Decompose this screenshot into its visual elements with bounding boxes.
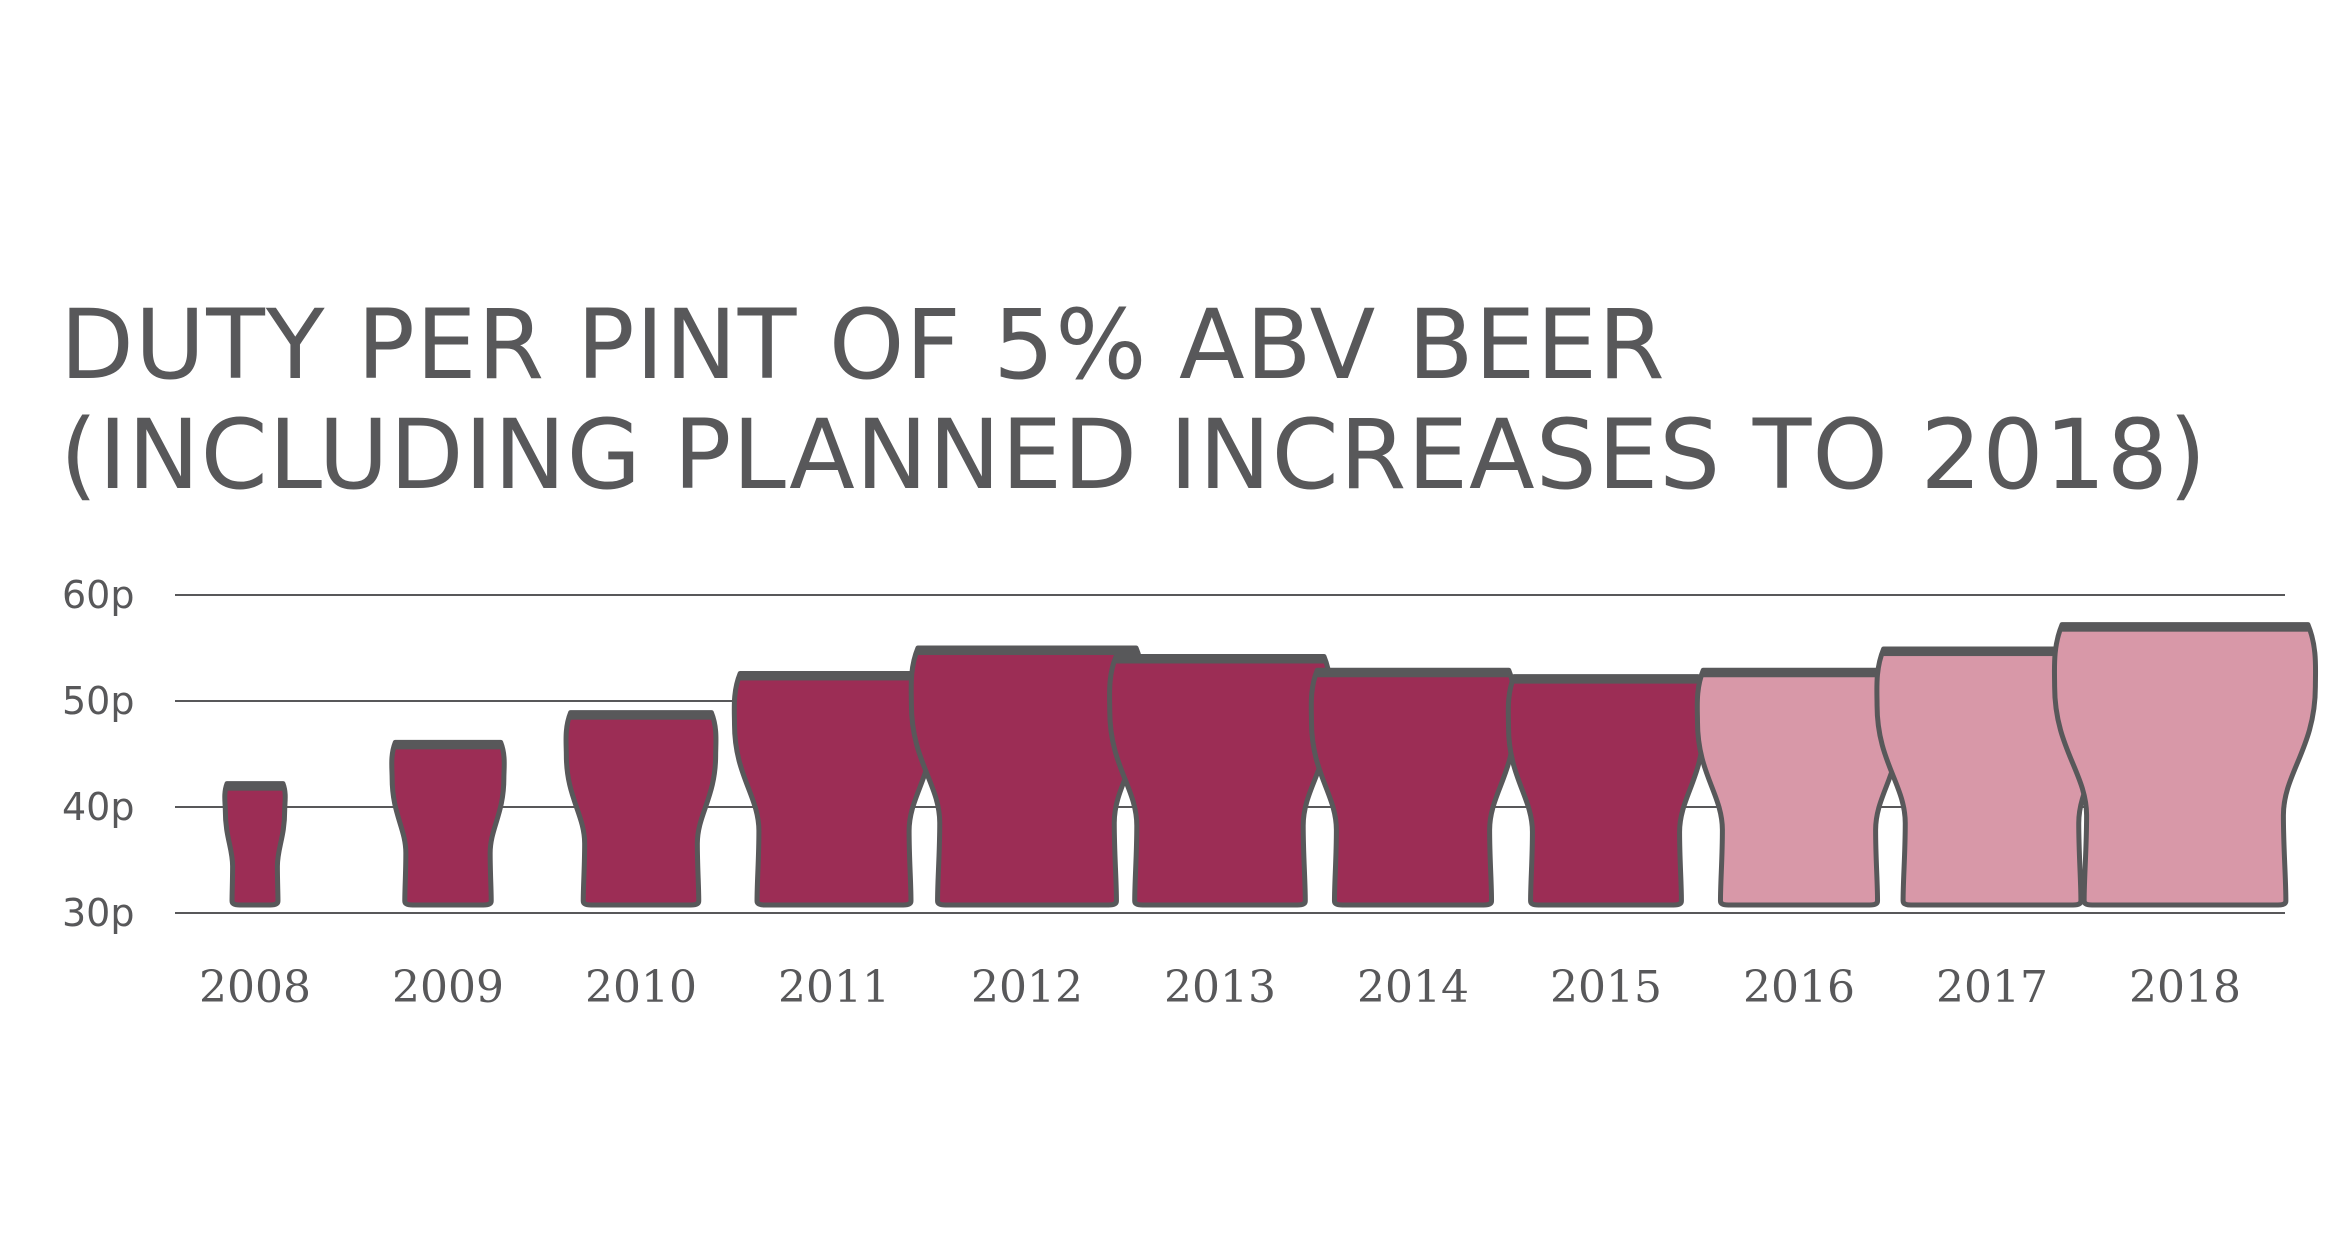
y-tick-label: 60p <box>62 573 134 617</box>
x-tick-label: 2009 <box>392 962 504 1013</box>
x-tick-label: 2013 <box>1164 962 1276 1013</box>
bar-2013 <box>1107 653 1333 908</box>
glass-rim-2018 <box>2062 622 2308 632</box>
bar-2014 <box>1308 667 1518 908</box>
glass-rim-2016 <box>1703 668 1895 678</box>
pint-glass-2008 <box>222 781 288 908</box>
chart-title-line-2: (INCLUDING PLANNED INCREASES TO 2018) <box>60 399 2208 511</box>
x-tick-label: 2010 <box>585 962 697 1013</box>
pint-glass-2013 <box>1107 653 1333 908</box>
glass-rim-2014 <box>1317 668 1509 678</box>
glass-rim-2008 <box>227 781 283 791</box>
glass-rim-2017 <box>1883 647 2101 657</box>
pint-glass-2014 <box>1308 667 1518 908</box>
x-tick-label: 2011 <box>778 962 890 1013</box>
x-tick-label: 2015 <box>1550 962 1662 1013</box>
x-tick-label: 2012 <box>971 962 1083 1013</box>
bar-2009 <box>389 739 507 908</box>
y-axis-tick-labels: 30p 40p 50p 60p <box>62 573 134 935</box>
bar-2018 <box>2051 622 2319 908</box>
x-tick-label: 2016 <box>1743 962 1855 1013</box>
pint-glass-bars <box>222 622 2319 908</box>
glass-rim-2015 <box>1514 674 1698 684</box>
pint-glass-2015 <box>1505 674 1707 908</box>
pint-glass-2018 <box>2051 622 2319 908</box>
chart-title: DUTY PER PINT OF 5% ABV BEER (INCLUDING … <box>60 290 2207 510</box>
y-tick-label: 50p <box>62 679 134 723</box>
pint-glass-2009 <box>389 739 507 908</box>
y-tick-label: 30p <box>62 891 134 935</box>
pint-glass-2011 <box>731 670 937 908</box>
bar-2015 <box>1505 674 1707 908</box>
glass-rim-2009 <box>395 740 501 750</box>
glass-rim-2011 <box>740 671 928 681</box>
pint-glass-2010 <box>563 710 719 908</box>
bar-2011 <box>731 670 937 908</box>
glass-rim-2013 <box>1116 654 1324 664</box>
x-axis-tick-labels: 2008 2009 2010 2011 2012 2013 2014 2015 2016 2017… <box>199 962 2241 1013</box>
x-tick-label: 2018 <box>2129 962 2241 1013</box>
bar-2008 <box>222 781 288 908</box>
x-tick-label: 2017 <box>1936 962 2048 1013</box>
bar-2016 <box>1694 667 1904 908</box>
glass-rim-2012 <box>917 646 1137 655</box>
y-tick-label: 40p <box>62 785 134 829</box>
bar-2010 <box>563 710 719 908</box>
glass-rim-2010 <box>570 710 712 720</box>
pint-glass-2016 <box>1694 667 1904 908</box>
x-tick-label: 2008 <box>199 962 311 1013</box>
x-tick-label: 2014 <box>1357 962 1469 1013</box>
chart-title-line-1: DUTY PER PINT OF 5% ABV BEER <box>60 289 1666 401</box>
